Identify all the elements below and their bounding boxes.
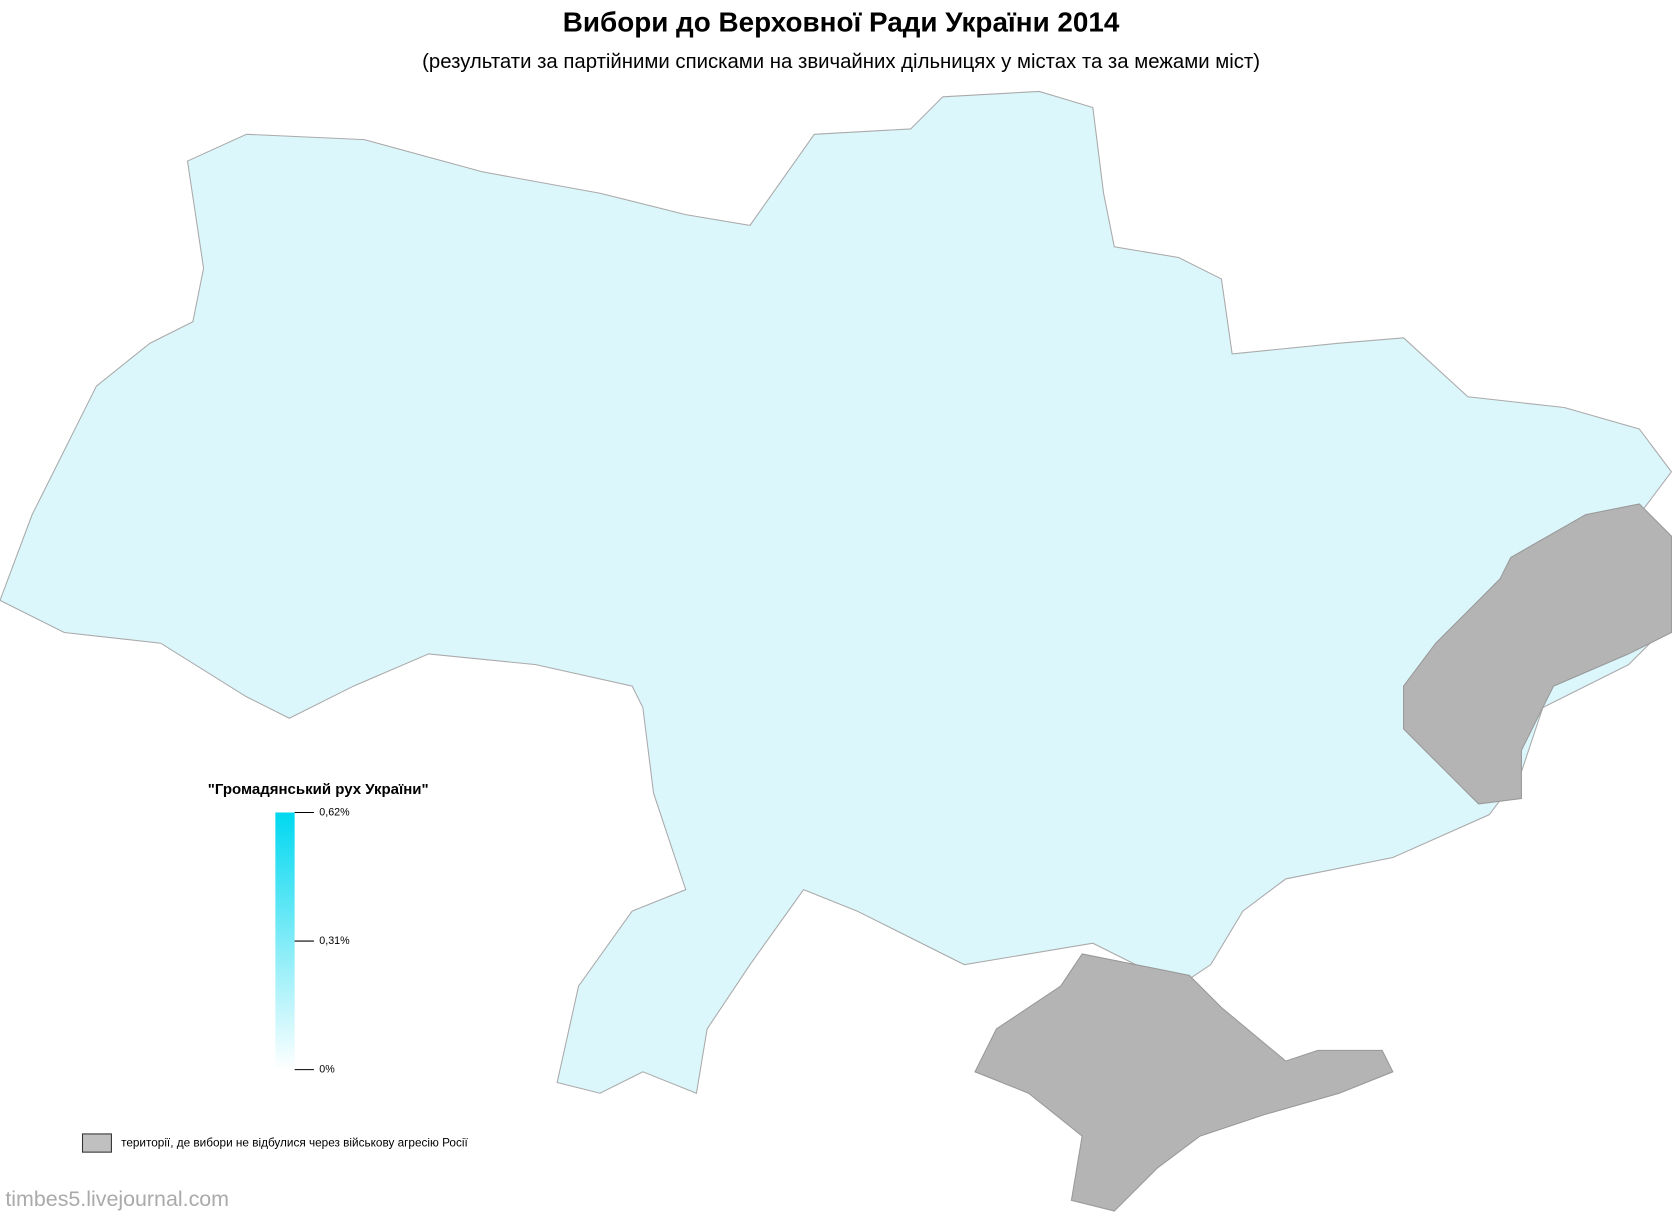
title: Вибори до Верховної Ради України 2014 <box>563 6 1120 37</box>
watermark: timbes5.livejournal.com <box>5 1187 229 1211</box>
legend-note-swatch <box>81 1133 112 1153</box>
legend-tick-label: 0% <box>319 1063 335 1075</box>
ukraine-map <box>0 90 1673 1094</box>
legend-tick-label: 0,31% <box>319 935 350 947</box>
subtitle: (результати за партійними списками на зв… <box>422 51 1260 73</box>
legend-tick-label: 0,62% <box>319 806 350 818</box>
legend-bar <box>275 812 295 1070</box>
occupied-crimea <box>974 953 1394 1212</box>
legend-title: "Громадянський рух України" <box>208 781 429 798</box>
legend-note: території, де вибори не відбулися через … <box>121 1137 468 1150</box>
occupied-donbas <box>1403 503 1672 805</box>
